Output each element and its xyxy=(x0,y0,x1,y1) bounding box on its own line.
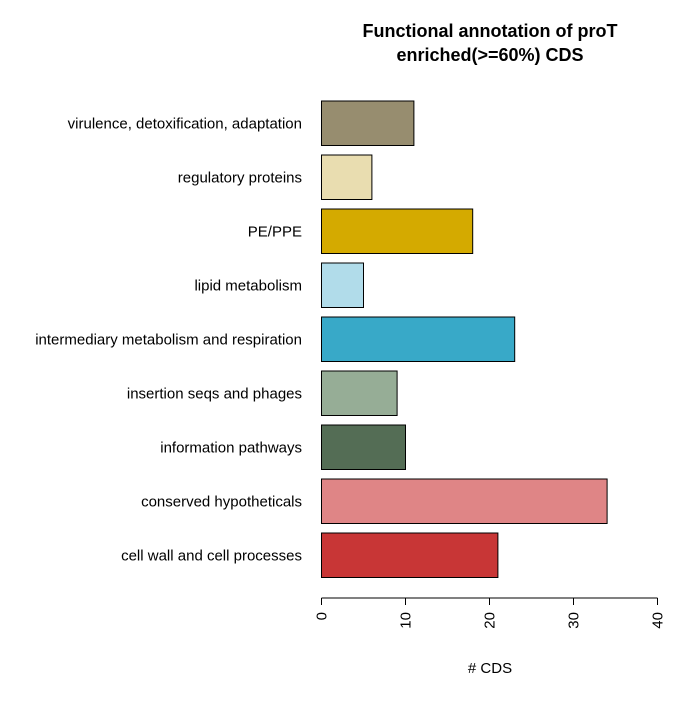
x-tick-label-4: 40 xyxy=(650,612,667,629)
category-label-0: virulence, detoxification, adaptation xyxy=(68,115,302,132)
category-label-6: information pathways xyxy=(160,439,302,456)
bar-5 xyxy=(322,371,398,416)
x-tick-label-3: 30 xyxy=(566,612,583,629)
x-axis: 0 10 20 30 40 xyxy=(314,598,667,629)
category-label-8: cell wall and cell processes xyxy=(121,547,302,564)
category-label-1: regulatory proteins xyxy=(178,169,302,186)
chart-title-line-2: enriched(>=60%) CDS xyxy=(396,45,583,65)
bar-6 xyxy=(322,425,406,470)
bar-2 xyxy=(322,209,473,254)
x-tick-label-1: 10 xyxy=(398,612,415,629)
category-label-4: intermediary metabolism and respiration xyxy=(35,331,302,348)
category-labels-group: virulence, detoxification, adaptation reg… xyxy=(35,115,302,564)
x-tick-label-0: 0 xyxy=(314,612,331,620)
category-label-2: PE/PPE xyxy=(248,223,302,240)
bar-0 xyxy=(322,101,414,146)
bar-1 xyxy=(322,155,372,200)
bars-group xyxy=(322,101,608,578)
bar-3 xyxy=(322,263,364,308)
bar-7 xyxy=(322,479,608,524)
category-label-7: conserved hypotheticals xyxy=(141,493,302,510)
x-axis-title: # CDS xyxy=(468,660,512,677)
x-tick-label-2: 20 xyxy=(482,612,499,629)
category-label-5: insertion seqs and phages xyxy=(127,385,302,402)
bar-4 xyxy=(322,317,515,362)
category-label-3: lipid metabolism xyxy=(194,277,302,294)
chart-title-line-1: Functional annotation of proT xyxy=(363,21,618,41)
bar-8 xyxy=(322,533,498,578)
